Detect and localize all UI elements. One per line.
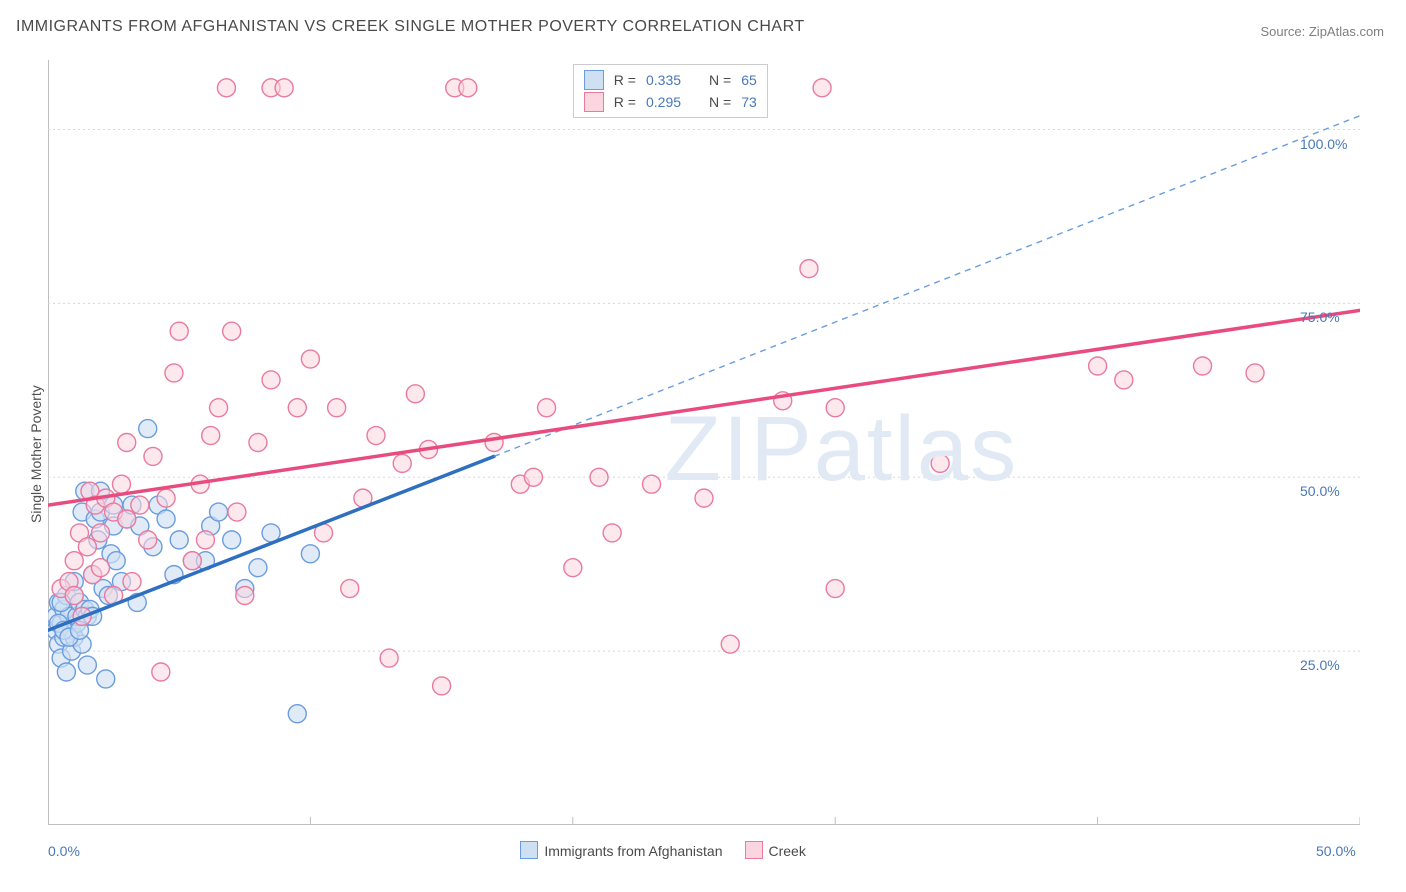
legend-label-pink: Creek bbox=[769, 843, 806, 859]
x-tick-label: 0.0% bbox=[48, 843, 80, 859]
stats-row-blue: R = 0.335 N = 65 bbox=[584, 69, 757, 91]
r-value-blue: 0.335 bbox=[646, 72, 681, 88]
stats-legend: R = 0.335 N = 65 R = 0.295 N = 73 bbox=[573, 64, 768, 118]
y-tick-label: 100.0% bbox=[1300, 136, 1347, 152]
swatch-pink-icon bbox=[584, 92, 604, 112]
swatch-blue-icon bbox=[520, 841, 538, 859]
legend-item-blue: Immigrants from Afghanistan bbox=[520, 841, 722, 859]
n-label: N = bbox=[709, 72, 731, 88]
stats-row-pink: R = 0.295 N = 73 bbox=[584, 91, 757, 113]
r-label: R = bbox=[614, 94, 636, 110]
chart-title: IMMIGRANTS FROM AFGHANISTAN VS CREEK SIN… bbox=[16, 18, 805, 36]
swatch-blue-icon bbox=[584, 70, 604, 90]
scatter-plot bbox=[48, 60, 1360, 825]
legend-item-pink: Creek bbox=[745, 841, 806, 859]
y-tick-label: 25.0% bbox=[1300, 657, 1340, 673]
y-tick-label: 75.0% bbox=[1300, 309, 1340, 325]
n-label: N = bbox=[709, 94, 731, 110]
y-tick-label: 50.0% bbox=[1300, 483, 1340, 499]
source-label: Source: ZipAtlas.com bbox=[1260, 24, 1384, 39]
swatch-pink-icon bbox=[745, 841, 763, 859]
legend-label-blue: Immigrants from Afghanistan bbox=[544, 843, 722, 859]
series-legend: Immigrants from Afghanistan Creek bbox=[520, 841, 806, 859]
y-axis-title: Single Mother Poverty bbox=[28, 385, 44, 523]
x-tick-label: 50.0% bbox=[1316, 843, 1356, 859]
r-value-pink: 0.295 bbox=[646, 94, 681, 110]
n-value-blue: 65 bbox=[741, 72, 757, 88]
r-label: R = bbox=[614, 72, 636, 88]
n-value-pink: 73 bbox=[741, 94, 757, 110]
